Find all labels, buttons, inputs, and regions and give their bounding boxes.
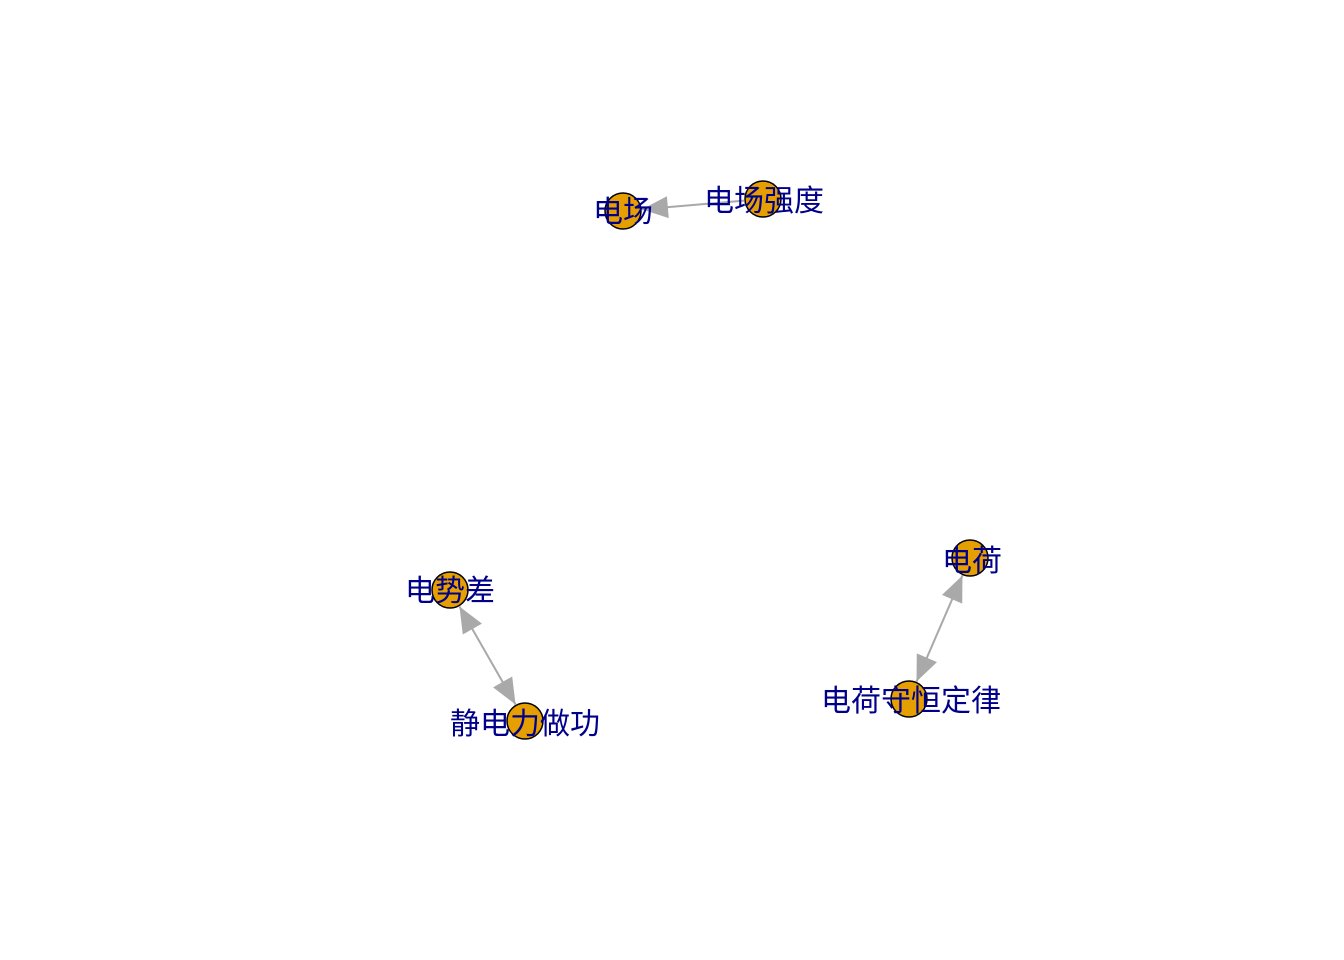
node-label-dianhe: 电荷: [942, 544, 1002, 579]
node-label-dianshicha: 电势差: [405, 574, 495, 609]
node-label-dianchang-qiangdu: 电场强度: [704, 184, 824, 219]
node-label-jingdianli-zuogong: 静电力做功: [450, 707, 600, 742]
node-label-dianhe-shouheng: 电荷守恒定律: [821, 684, 1001, 719]
node-label-dianchang: 电场: [593, 195, 653, 230]
node-dianshicha: [431, 571, 469, 609]
node-jingdianli-zuogong: [506, 702, 544, 740]
node-dianchang-qiangdu: [744, 180, 782, 218]
arrowhead-dianhe: [942, 575, 963, 604]
arrowhead-dianchang: [641, 196, 669, 219]
node-dianhe: [951, 539, 989, 577]
labels-layer: 电场 电场强度 电势差 静电力做功 电荷 电荷守恒定律: [405, 184, 1002, 742]
arrowhead-jingdianli_zuogong: [493, 676, 516, 705]
arrowhead-dianshicha: [459, 606, 482, 635]
arrowhead-dianhe_shouheng: [916, 653, 937, 682]
nodes-layer: [431, 180, 989, 740]
edges-layer: [458, 196, 964, 706]
node-dianhe-shouheng: [890, 680, 928, 718]
node-dianchang: [604, 192, 642, 230]
